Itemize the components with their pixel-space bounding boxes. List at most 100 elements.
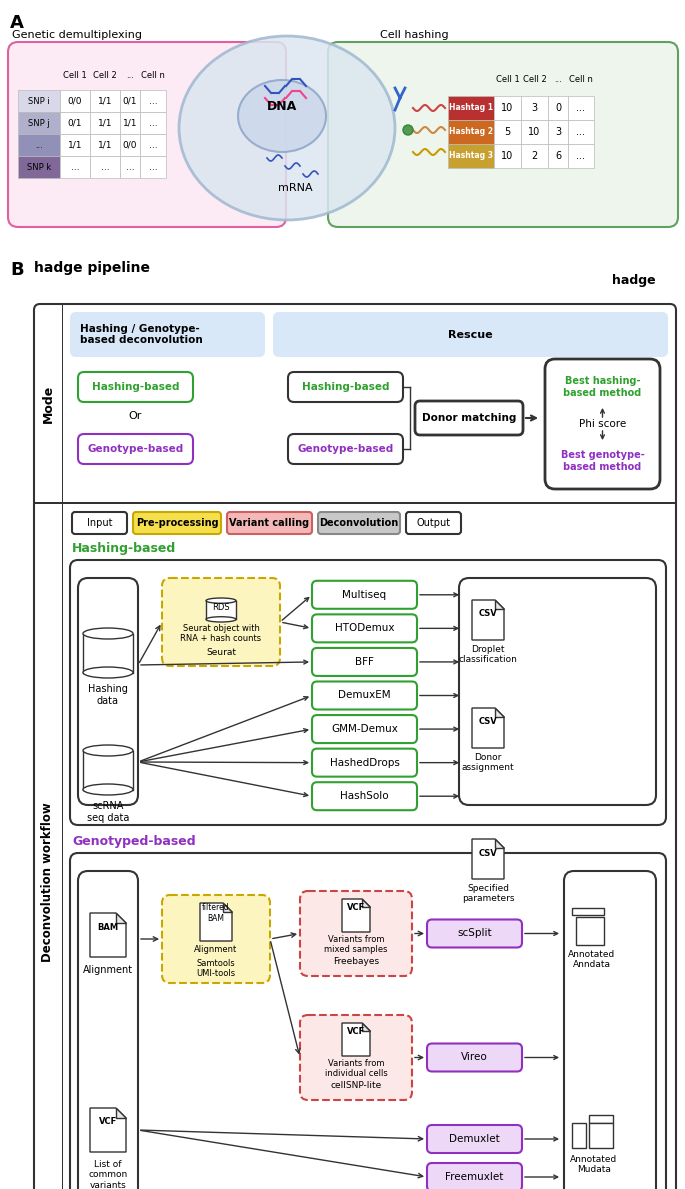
Text: HashSolo: HashSolo (340, 791, 389, 801)
Text: Hashing-based: Hashing-based (72, 542, 176, 555)
FancyBboxPatch shape (78, 372, 193, 402)
Text: Droplet
classification: Droplet classification (458, 644, 517, 665)
Bar (90, 134, 120, 156)
Polygon shape (362, 899, 370, 907)
Text: VCF: VCF (347, 904, 365, 912)
Polygon shape (116, 1108, 126, 1118)
FancyBboxPatch shape (427, 1044, 522, 1071)
Text: Cell n: Cell n (141, 71, 165, 81)
Polygon shape (90, 1108, 126, 1152)
Bar (18, 90, 60, 112)
Bar (494, 96, 521, 120)
Text: A: A (10, 14, 24, 32)
Text: Demuxlet: Demuxlet (449, 1134, 500, 1144)
Text: 3: 3 (555, 127, 561, 137)
Text: List of
common
variants: List of common variants (88, 1160, 127, 1189)
Text: Or: Or (129, 411, 142, 421)
Text: ...: ... (554, 75, 562, 84)
Text: Cell hashing: Cell hashing (380, 30, 449, 40)
Bar (83, 634, 133, 673)
Text: Pre-processing: Pre-processing (136, 518, 219, 528)
Polygon shape (495, 600, 504, 609)
Text: HashedDrops: HashedDrops (329, 757, 399, 768)
Text: Alignment: Alignment (83, 965, 133, 975)
Text: ...: ... (71, 163, 79, 171)
Ellipse shape (83, 746, 133, 756)
Text: Rescue: Rescue (448, 329, 493, 340)
Text: SNP k: SNP k (27, 163, 51, 171)
Polygon shape (472, 600, 504, 640)
FancyBboxPatch shape (427, 1125, 522, 1153)
Text: scRNA
seq data: scRNA seq data (87, 801, 129, 823)
FancyBboxPatch shape (312, 615, 417, 642)
Text: Variants from
individual cells: Variants from individual cells (325, 1059, 388, 1078)
Bar (120, 134, 140, 156)
FancyBboxPatch shape (300, 1015, 412, 1100)
Text: Input: Input (87, 518, 112, 528)
Bar (548, 120, 568, 144)
Bar (60, 90, 90, 112)
Text: SNP j: SNP j (28, 119, 50, 127)
Ellipse shape (238, 80, 326, 152)
FancyBboxPatch shape (328, 42, 678, 227)
Text: mRNA: mRNA (277, 183, 312, 193)
Bar (589, 1122, 613, 1149)
Polygon shape (362, 1023, 370, 1031)
Text: Specified
parameters: Specified parameters (462, 883, 514, 904)
Text: Freemuxlet: Freemuxlet (445, 1172, 503, 1182)
Text: Deconvolution workflow: Deconvolution workflow (42, 803, 55, 962)
Text: ...: ... (126, 71, 134, 81)
Text: Hashing
data: Hashing data (88, 684, 128, 705)
Bar (140, 112, 166, 134)
Text: SNP i: SNP i (28, 96, 50, 106)
FancyBboxPatch shape (273, 312, 668, 357)
Text: ...: ... (149, 140, 158, 150)
Bar (521, 144, 548, 168)
Bar (18, 156, 60, 178)
Text: Alignment: Alignment (195, 945, 238, 954)
Bar (448, 96, 494, 120)
Bar (34, 502, 676, 503)
Text: 6: 6 (555, 151, 561, 161)
Text: filtered
BAM: filtered BAM (202, 904, 229, 923)
Text: VCF: VCF (347, 1027, 365, 1037)
Ellipse shape (83, 784, 133, 795)
Text: hadge pipeline: hadge pipeline (34, 262, 150, 275)
Text: 1/1: 1/1 (98, 140, 112, 150)
Bar (589, 1115, 613, 1122)
Text: Variant calling: Variant calling (229, 518, 310, 528)
Ellipse shape (179, 36, 395, 220)
Bar (62, 304, 64, 1189)
Text: Phi score: Phi score (579, 419, 626, 429)
Polygon shape (495, 839, 504, 848)
FancyBboxPatch shape (70, 312, 265, 357)
Bar (120, 156, 140, 178)
Bar (548, 144, 568, 168)
Text: cellSNP-lite: cellSNP-lite (330, 1081, 382, 1090)
Text: Best hashing-
based method: Best hashing- based method (563, 376, 642, 398)
Text: RDS: RDS (212, 604, 229, 612)
Text: 0: 0 (555, 103, 561, 113)
Text: BAM: BAM (97, 923, 119, 931)
Text: Hashtag 2: Hashtag 2 (449, 127, 493, 137)
Ellipse shape (206, 598, 236, 603)
Text: ...: ... (149, 96, 158, 106)
Text: DNA: DNA (267, 100, 297, 113)
FancyBboxPatch shape (70, 560, 666, 825)
FancyBboxPatch shape (312, 749, 417, 776)
FancyBboxPatch shape (406, 512, 461, 534)
Text: CSV: CSV (479, 610, 497, 618)
Bar (90, 90, 120, 112)
Bar (448, 144, 494, 168)
Text: ...: ... (149, 163, 158, 171)
Text: Hashing / Genotype-
based deconvolution: Hashing / Genotype- based deconvolution (80, 323, 203, 345)
FancyBboxPatch shape (545, 359, 660, 489)
Bar (90, 112, 120, 134)
Text: Annotated
Mudata: Annotated Mudata (571, 1155, 618, 1175)
Bar (521, 96, 548, 120)
Polygon shape (223, 902, 232, 912)
Text: 0/1: 0/1 (68, 119, 82, 127)
Text: VCF: VCF (99, 1118, 117, 1126)
Bar (120, 90, 140, 112)
Polygon shape (200, 902, 232, 940)
